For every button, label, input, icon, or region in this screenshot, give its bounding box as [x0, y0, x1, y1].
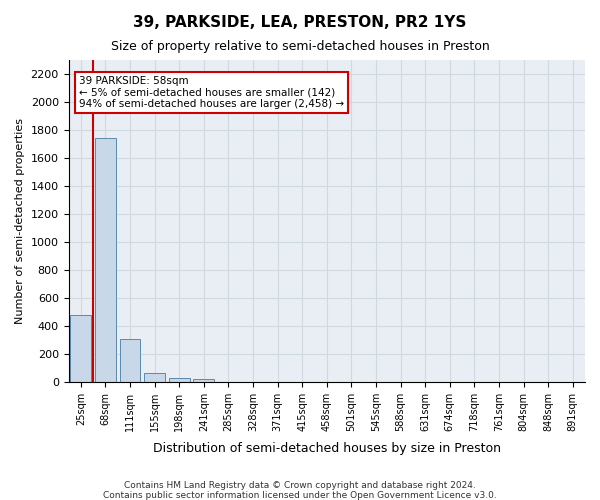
Bar: [70, 314, 91, 382]
Bar: [119, 339, 140, 382]
Bar: [169, 378, 190, 382]
Text: Contains HM Land Registry data © Crown copyright and database right 2024.: Contains HM Land Registry data © Crown c…: [124, 481, 476, 490]
Text: Size of property relative to semi-detached houses in Preston: Size of property relative to semi-detach…: [110, 40, 490, 53]
Text: Contains public sector information licensed under the Open Government Licence v3: Contains public sector information licen…: [103, 491, 497, 500]
Bar: [95, 138, 116, 382]
Bar: [144, 374, 165, 382]
Y-axis label: Number of semi-detached properties: Number of semi-detached properties: [15, 118, 25, 324]
X-axis label: Distribution of semi-detached houses by size in Preston: Distribution of semi-detached houses by …: [153, 442, 501, 455]
Bar: [193, 380, 214, 382]
Text: 39, PARKSIDE, LEA, PRESTON, PR2 1YS: 39, PARKSIDE, LEA, PRESTON, PR2 1YS: [133, 15, 467, 30]
Text: 39 PARKSIDE: 58sqm
← 5% of semi-detached houses are smaller (142)
94% of semi-de: 39 PARKSIDE: 58sqm ← 5% of semi-detached…: [79, 76, 344, 110]
